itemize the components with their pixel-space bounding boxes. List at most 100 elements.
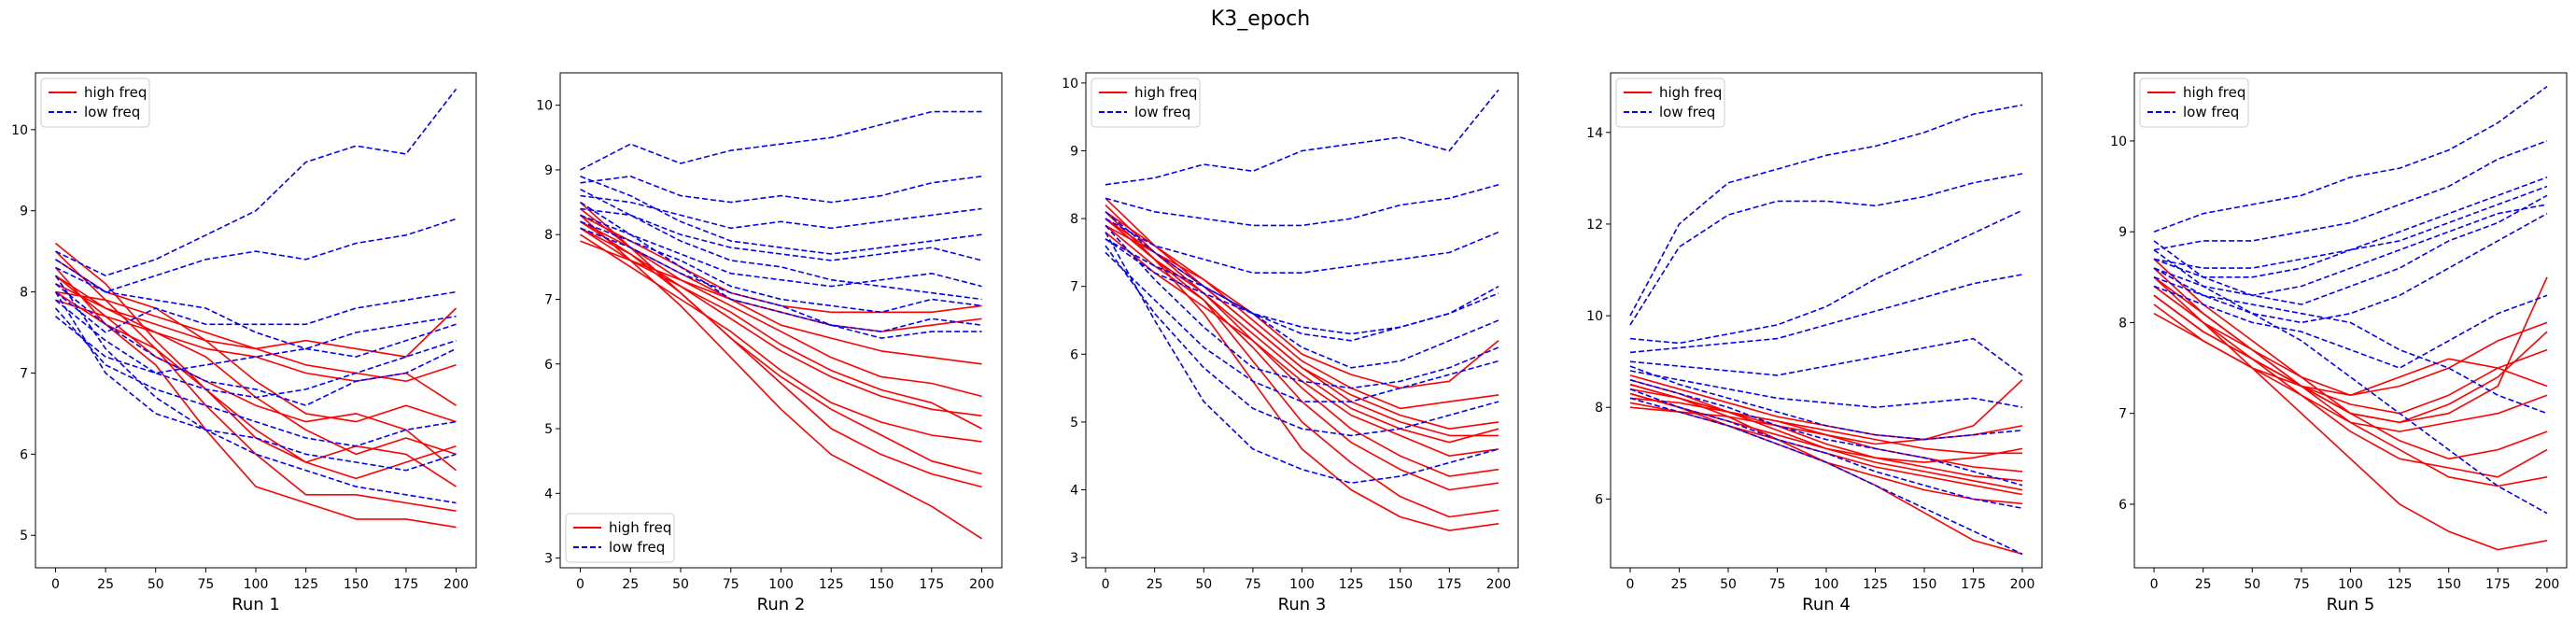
x-tick-label: 125 xyxy=(293,577,318,592)
subplot-5: 0 25 50 75 100 125 150 175 200 6 7 8 9 10 Run 5 high fr… xyxy=(2110,72,2568,614)
x-tick-label: 25 xyxy=(1147,577,1163,592)
series-line-low-freq xyxy=(55,88,457,277)
x-tick-label: 75 xyxy=(1245,577,1261,592)
y-tick-label: 5 xyxy=(20,529,28,543)
series-line-low-freq xyxy=(2153,194,2548,305)
series-line-low-freq xyxy=(1629,104,2023,317)
x-tick-label: 175 xyxy=(1437,577,1462,592)
x-tick-label: 200 xyxy=(2010,577,2035,592)
series-line-low-freq xyxy=(54,283,457,407)
figure-title: K3_epoch xyxy=(1211,7,1310,31)
series-line-high-freq xyxy=(2153,285,2548,478)
series-line-high-freq xyxy=(1105,224,1499,491)
y-tick-label: 10 xyxy=(1062,77,1078,92)
series-line-low-freq xyxy=(1105,238,1499,369)
series-line-low-freq xyxy=(1105,238,1499,335)
series-line-low-freq xyxy=(2153,185,2548,269)
series-line-low-freq xyxy=(54,307,457,447)
series-line-low-freq xyxy=(580,220,982,314)
series-line-low-freq xyxy=(54,290,457,333)
legend-box xyxy=(1615,78,1725,128)
y-tick-label: 5 xyxy=(544,422,553,437)
x-tick-label: 50 xyxy=(1195,577,1212,592)
axes-frame xyxy=(1085,72,1519,569)
series-line-low-freq xyxy=(1105,224,1499,389)
x-tick-label: 200 xyxy=(1486,577,1512,592)
series-line-low-freq xyxy=(1629,397,2023,556)
series-line-high-freq xyxy=(2153,303,2548,432)
y-tick-label: 4 xyxy=(1070,484,1078,499)
legend-label-high-freq: high freq xyxy=(1659,84,1722,101)
legend-label-low-freq: low freq xyxy=(609,539,665,556)
x-tick-label: 25 xyxy=(1671,577,1688,592)
x-axis-label: Run 1 xyxy=(232,595,280,614)
x-tick-label: 75 xyxy=(197,577,214,592)
series-line-high-freq xyxy=(1105,197,1499,410)
legend: high freq low freq xyxy=(2139,78,2249,128)
series-line-high-freq xyxy=(2153,258,2548,460)
x-tick-label: 150 xyxy=(344,577,369,592)
y-tick-label: 12 xyxy=(1586,218,1603,233)
y-tick-label: 7 xyxy=(544,292,553,307)
series-line-low-freq xyxy=(1629,337,2023,376)
series-line-low-freq xyxy=(54,316,457,399)
subplot-1: 0 25 50 75 100 125 150 175 200 5 6 7 8 9 10 Run 1 high f… xyxy=(11,72,477,614)
series-line-low-freq xyxy=(2153,204,2548,297)
series-line-low-freq xyxy=(580,201,982,332)
x-tick-label: 150 xyxy=(1912,577,1937,592)
series-line-low-freq xyxy=(1629,370,2023,409)
series-line-low-freq xyxy=(580,207,982,261)
series-line-high-freq xyxy=(55,259,457,423)
x-axis-label: Run 5 xyxy=(2327,595,2375,614)
legend-label-low-freq: low freq xyxy=(1659,104,1715,120)
y-tick-label: 10 xyxy=(536,99,553,114)
series-line-low-freq xyxy=(54,275,457,472)
series-line-high-freq xyxy=(1105,218,1499,518)
legend: high freq low freq xyxy=(40,78,150,128)
y-tick-label: 9 xyxy=(1070,144,1078,159)
series-line-high-freq xyxy=(580,233,982,443)
legend-label-high-freq: high freq xyxy=(1134,84,1197,101)
series-line-low-freq xyxy=(1629,365,2023,441)
series-line-low-freq xyxy=(1105,89,1499,186)
y-tick-label: 8 xyxy=(1595,401,1603,416)
x-tick-label: 125 xyxy=(2387,577,2413,592)
series-line-high-freq xyxy=(579,214,982,540)
x-tick-label: 150 xyxy=(1387,577,1413,592)
series-line-high-freq xyxy=(1105,205,1499,477)
x-tick-label: 0 xyxy=(1102,577,1110,592)
x-tick-label: 0 xyxy=(1626,577,1635,592)
legend-box xyxy=(40,78,150,128)
series-line-low-freq xyxy=(2153,213,2548,324)
series-line-low-freq xyxy=(1629,274,2023,354)
x-tick-label: 100 xyxy=(1289,577,1315,592)
series-line-low-freq xyxy=(580,110,982,171)
x-tick-label: 125 xyxy=(1339,577,1364,592)
legend: high freq low freq xyxy=(1615,78,1725,128)
y-tick-label: 9 xyxy=(2119,225,2127,240)
x-tick-label: 200 xyxy=(969,577,994,592)
subplot-4: 0 25 50 75 100 125 150 175 200 6 8 10 12 14 Run 4 high … xyxy=(1586,72,2043,614)
x-tick-label: 150 xyxy=(869,577,894,592)
series-line-low-freq xyxy=(1629,173,2023,326)
series-line-low-freq xyxy=(1105,184,1499,227)
series-line-high-freq xyxy=(2153,276,2548,487)
y-tick-label: 7 xyxy=(1070,280,1078,295)
x-tick-label: 175 xyxy=(919,577,944,592)
series-line-low-freq xyxy=(2153,276,2548,415)
legend-label-low-freq: low freq xyxy=(84,104,140,120)
axes-frame xyxy=(1610,72,2043,569)
subplot-2: 0 25 50 75 100 125 150 175 200 3 4 5 6 7 8 9 10 Run 2 high… xyxy=(536,72,1003,614)
x-axis-label: Run 3 xyxy=(1278,595,1327,614)
series-line-high-freq xyxy=(580,227,982,416)
y-tick-label: 8 xyxy=(544,228,553,243)
series-line-low-freq xyxy=(55,218,457,293)
series-line-low-freq xyxy=(1105,245,1499,437)
series-line-low-freq xyxy=(2153,85,2548,233)
x-tick-label: 50 xyxy=(672,577,689,592)
x-tick-label: 200 xyxy=(443,577,469,592)
series-line-low-freq xyxy=(580,176,982,255)
y-tick-label: 8 xyxy=(2119,316,2127,331)
y-tick-label: 7 xyxy=(20,366,28,381)
